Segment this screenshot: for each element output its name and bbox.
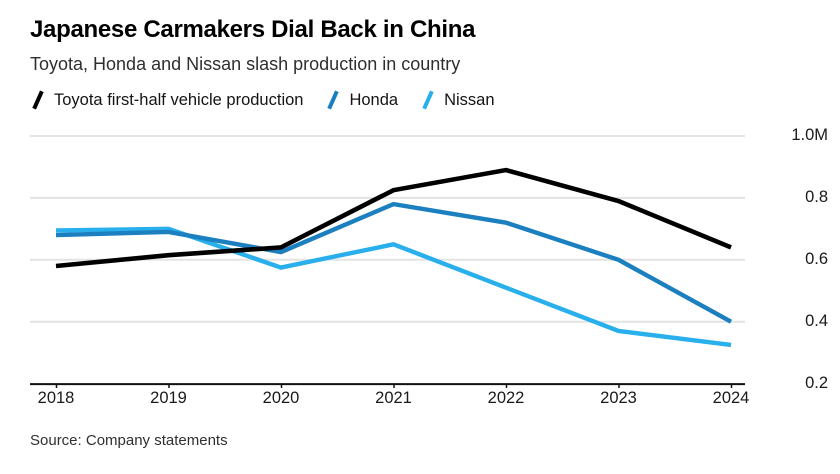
x-axis-tick-label: 2022 bbox=[487, 389, 525, 407]
chart-title: Japanese Carmakers Dial Back in China bbox=[30, 16, 476, 43]
x-axis-tick-label: 2018 bbox=[37, 389, 75, 407]
source-note: Source: Company statements bbox=[30, 432, 228, 449]
x-axis-tick-label: 2020 bbox=[262, 389, 300, 407]
legend-label-honda: Honda bbox=[349, 90, 399, 109]
y-axis-tick-label: 1.0M bbox=[791, 126, 828, 144]
x-axis-tick-label: 2019 bbox=[150, 389, 187, 407]
chart-subtitle: Toyota, Honda and Nissan slash productio… bbox=[30, 54, 461, 74]
series-line-nissan bbox=[55, 226, 732, 348]
chart-gridlines bbox=[30, 135, 745, 323]
legend-label-toyota: Toyota first-half vehicle production bbox=[54, 90, 304, 109]
y-axis-tick-label: 0.8 bbox=[805, 187, 828, 206]
y-axis-tick-label: 0.2 bbox=[805, 373, 828, 392]
x-axis-tick-label: 2021 bbox=[375, 389, 412, 407]
legend-marker-line-icon bbox=[325, 90, 341, 110]
legend-marker-line-icon bbox=[30, 90, 46, 110]
chart-series-lines bbox=[55, 167, 733, 348]
chart-svg bbox=[30, 135, 745, 388]
chart-legend: Toyota first-half vehicle production Hon… bbox=[30, 88, 517, 112]
series-line-honda bbox=[55, 201, 733, 324]
y-axis-tick-label: 0.4 bbox=[805, 311, 828, 330]
x-axis-tick-label: 2023 bbox=[600, 389, 637, 407]
legend-marker-line-icon bbox=[420, 90, 436, 110]
legend-item-toyota: Toyota first-half vehicle production bbox=[30, 90, 304, 110]
legend-item-honda: Honda bbox=[325, 90, 399, 110]
legend-label-nissan: Nissan bbox=[444, 90, 495, 109]
y-axis-tick-label: 0.6 bbox=[805, 249, 828, 268]
chart-x-axis bbox=[30, 383, 745, 388]
series-line-toyota bbox=[55, 167, 732, 269]
legend-item-nissan: Nissan bbox=[420, 90, 495, 110]
chart-plot-area bbox=[0, 118, 840, 388]
x-axis-tick-label: 2024 bbox=[712, 389, 750, 407]
